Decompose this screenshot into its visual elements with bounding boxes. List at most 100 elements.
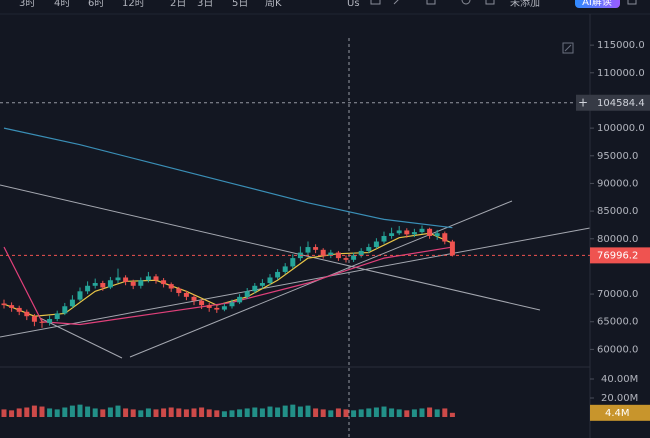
interval-tab[interactable]: 2日	[170, 0, 186, 9]
volume-bar	[237, 409, 243, 417]
candle-body	[373, 241, 379, 248]
volume-bar	[1, 409, 7, 417]
volume-bar	[328, 410, 334, 417]
candle-body	[130, 281, 136, 286]
candle-body	[396, 230, 402, 234]
volume-bar	[434, 409, 440, 417]
candle-body	[62, 306, 68, 314]
candle-body	[16, 307, 22, 312]
volume-bar	[130, 409, 136, 417]
y-tick-label: 85000.0	[597, 206, 638, 217]
candle-body	[404, 230, 410, 235]
candle-body	[275, 271, 281, 278]
candle-body	[168, 284, 174, 289]
y-tick-label: 90000.0	[597, 178, 638, 189]
candle-body	[252, 285, 258, 292]
watch[interactable]: 未添加	[510, 0, 540, 9]
volume-bar	[229, 410, 235, 417]
expand-icon[interactable]	[562, 42, 574, 54]
candle-body	[24, 311, 30, 317]
candle-body	[237, 296, 243, 303]
candle-body	[191, 296, 197, 301]
candle-body	[183, 292, 189, 297]
volume-bar	[153, 409, 159, 417]
volume-bar	[396, 409, 402, 417]
volume-bar	[320, 409, 326, 417]
last-price-box	[590, 247, 650, 264]
candle-body	[290, 258, 296, 267]
volume-bar	[145, 408, 151, 417]
y-tick-label: 115000.0	[597, 40, 645, 51]
candle-body	[123, 277, 129, 282]
crosshair-price: 104584.4	[597, 98, 645, 109]
candle-body	[343, 258, 349, 260]
interval-tab[interactable]: 4时	[54, 0, 70, 9]
icon[interactable]	[461, 0, 471, 5]
candle-body	[244, 291, 250, 297]
candle-body	[85, 285, 91, 292]
interval-tab[interactable]: 3日	[197, 0, 213, 9]
candle-body	[320, 249, 326, 256]
icon[interactable]	[627, 0, 637, 5]
y-tick-label: 70000.0	[597, 289, 638, 300]
volume-bar	[442, 408, 448, 417]
candle-body	[427, 228, 433, 236]
crosshair-plus: +	[578, 95, 588, 109]
candle-body	[449, 241, 455, 256]
volume-bar	[77, 404, 83, 417]
volume-bar	[290, 404, 296, 417]
candle-body	[9, 305, 15, 308]
symbol[interactable]: Us	[347, 0, 360, 9]
ai-button[interactable]	[575, 0, 620, 8]
icon[interactable]	[485, 0, 495, 5]
volume-bar	[47, 408, 53, 417]
interval-tab[interactable]: 周K	[265, 0, 282, 9]
candle-body	[358, 250, 364, 256]
moving-average	[3, 127, 453, 229]
interval-tab[interactable]: 6时	[88, 0, 104, 9]
candle-body	[214, 307, 220, 310]
volume-bar	[343, 409, 349, 417]
volume-bar	[168, 407, 174, 417]
volume-bar	[92, 408, 98, 417]
candle-body	[107, 280, 113, 288]
y-tick-label: 95000.0	[597, 151, 638, 162]
candle-body	[176, 288, 182, 293]
ai-label[interactable]: AI解读	[582, 0, 612, 8]
volume-bar	[176, 408, 182, 417]
candle-body	[259, 283, 265, 286]
volume-bar	[161, 408, 167, 417]
volume-bar	[85, 406, 91, 417]
candle-body	[305, 247, 311, 253]
volume-bar	[31, 405, 37, 417]
icon[interactable]	[370, 0, 381, 5]
volume-box	[590, 404, 650, 421]
volume-bar	[252, 407, 258, 417]
volume-bar	[100, 409, 106, 417]
candle-body	[161, 280, 167, 285]
y-tick-label: 110000.0	[597, 68, 645, 79]
volume-bar	[123, 408, 129, 417]
volume-bar	[16, 408, 22, 417]
candle-body	[282, 266, 288, 272]
volume-bar	[221, 411, 227, 417]
icon[interactable]	[426, 0, 436, 5]
icon[interactable]	[393, 0, 402, 5]
volume-bar	[191, 408, 197, 417]
candle-body	[92, 283, 98, 286]
candle-body	[229, 302, 235, 307]
y-tick-label: 65000.0	[597, 317, 638, 328]
y-tick-label: 80000.0	[597, 234, 638, 245]
volume-bar	[54, 409, 60, 417]
interval-tab[interactable]: 5日	[232, 0, 248, 9]
candle-body	[115, 277, 121, 281]
interval-tab[interactable]: 3时	[19, 0, 35, 9]
interval-tab[interactable]: 12时	[122, 0, 145, 9]
volume-bar	[24, 407, 30, 417]
volume-bar	[389, 408, 395, 417]
volume-bar	[275, 407, 281, 417]
candle-body	[434, 233, 440, 236]
volume-bar	[449, 412, 455, 417]
